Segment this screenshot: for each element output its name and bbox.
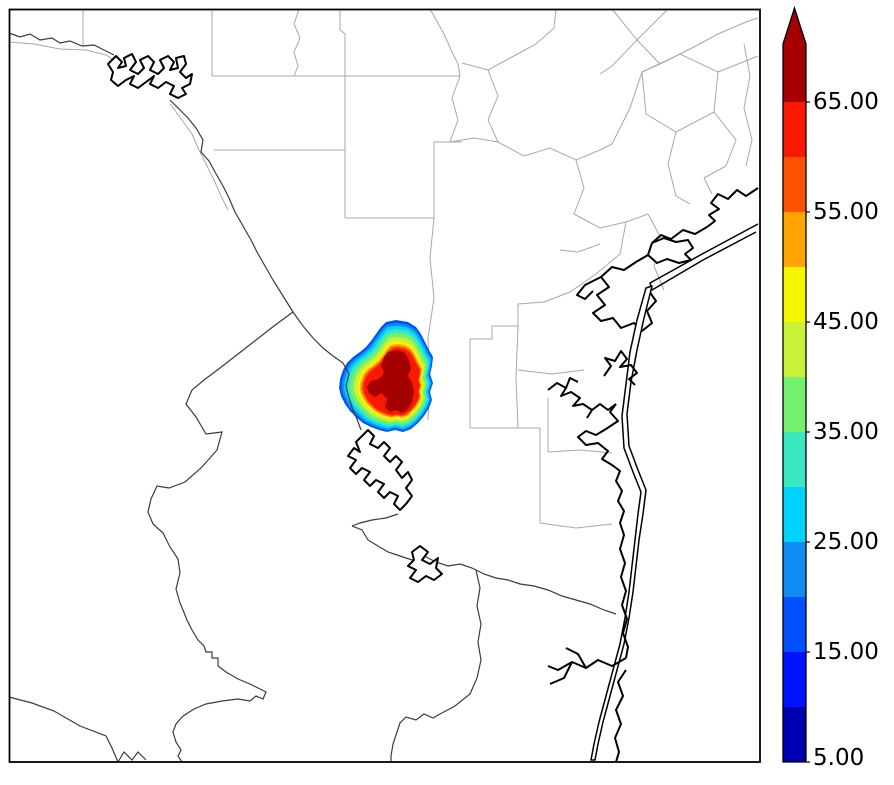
county-boundary-line <box>667 131 691 205</box>
colorbar-tick-label: 65.00 <box>813 89 879 115</box>
coastline-and-lakes <box>107 53 759 763</box>
baffin-bay-arm <box>565 647 587 669</box>
county-boundary-line <box>717 55 759 73</box>
small-lake <box>407 545 443 583</box>
map-frame <box>8 8 761 763</box>
colorbar-segment <box>783 267 806 322</box>
mainland-coast <box>614 669 627 763</box>
county-boundary-line <box>743 43 753 167</box>
county-boundary-line <box>169 103 229 211</box>
copano-bay <box>547 382 617 411</box>
county-boundary-line <box>8 41 115 61</box>
border-line <box>8 32 115 56</box>
county-boundary-line <box>573 159 585 215</box>
county-boundary-line <box>461 8 557 71</box>
county-boundary-line <box>515 325 519 429</box>
border-line <box>8 696 119 763</box>
county-boundary-line <box>497 141 601 161</box>
border-line <box>342 362 362 431</box>
county-boundary-line <box>573 213 649 229</box>
colorbar-segment <box>783 597 806 652</box>
copano-bay-arm <box>565 377 579 389</box>
colorbar-segment <box>783 322 806 377</box>
county-boundaries <box>8 8 759 529</box>
border-line <box>169 99 344 364</box>
marsh-islands <box>603 350 638 386</box>
colorbar-segment <box>783 157 806 212</box>
colorbar-segment <box>783 377 806 432</box>
colorbar-arrow <box>783 8 806 44</box>
colorbar-segment <box>783 707 806 762</box>
colorbar-segment <box>783 652 806 707</box>
county-boundary-line <box>293 8 301 77</box>
mainland-coast <box>577 403 629 659</box>
county-boundary-line <box>703 177 713 195</box>
colorbar-segment <box>783 102 806 157</box>
colorbar-segment <box>783 212 806 267</box>
colorbar-segment <box>783 542 806 597</box>
bay-shoreline <box>706 187 759 228</box>
colorbar-tick-label: 25.00 <box>813 529 879 555</box>
padre-island-barrier <box>590 285 653 761</box>
colorbar-tick-label: 5.00 <box>813 745 864 771</box>
county-boundary-line <box>599 8 669 75</box>
county-boundary-line <box>339 9 346 76</box>
bay-peninsula <box>576 276 602 300</box>
contour-core-max <box>367 350 414 413</box>
copano-bay-arm <box>586 409 593 419</box>
border-line <box>147 311 294 763</box>
colorbar-tick-label: 15.00 <box>813 639 879 665</box>
border-line <box>390 569 482 762</box>
county-boundary-line <box>517 369 585 375</box>
colorbar-tick-label: 55.00 <box>813 199 879 225</box>
border-line <box>351 513 399 527</box>
county-boundary-line <box>559 243 601 253</box>
lake-corpus-christi <box>347 429 413 511</box>
colorbar-segment <box>783 432 806 487</box>
county-boundary-line <box>703 111 737 179</box>
county-boundary-line <box>429 8 461 77</box>
colorbar <box>782 5 810 763</box>
border-line <box>117 751 147 763</box>
san-antonio-bay <box>592 254 657 332</box>
county-boundary-line <box>659 17 759 65</box>
colorbar-segment <box>783 487 806 542</box>
colorbar-tick-label: 45.00 <box>813 309 879 335</box>
delta-marsh <box>647 237 694 264</box>
county-boundary-line <box>469 325 518 428</box>
county-boundary-line <box>449 137 499 143</box>
border-boundaries <box>8 32 617 763</box>
contour-plume <box>339 320 433 432</box>
bay-shoreline <box>651 226 708 244</box>
county-boundary-line <box>539 522 613 529</box>
county-boundary-line <box>547 449 613 454</box>
colorbar-tick-label: 35.00 <box>813 419 879 445</box>
county-boundary-line <box>487 69 499 143</box>
county-boundary-line <box>449 75 461 143</box>
county-boundary-line <box>517 221 627 305</box>
reservoir-lake <box>107 53 193 99</box>
county-boundary-line <box>599 71 643 151</box>
border-line <box>351 525 617 615</box>
colorbar-outline <box>782 5 807 763</box>
baffin-bay-arm <box>549 661 573 685</box>
colorbar-over-segment <box>783 44 806 102</box>
